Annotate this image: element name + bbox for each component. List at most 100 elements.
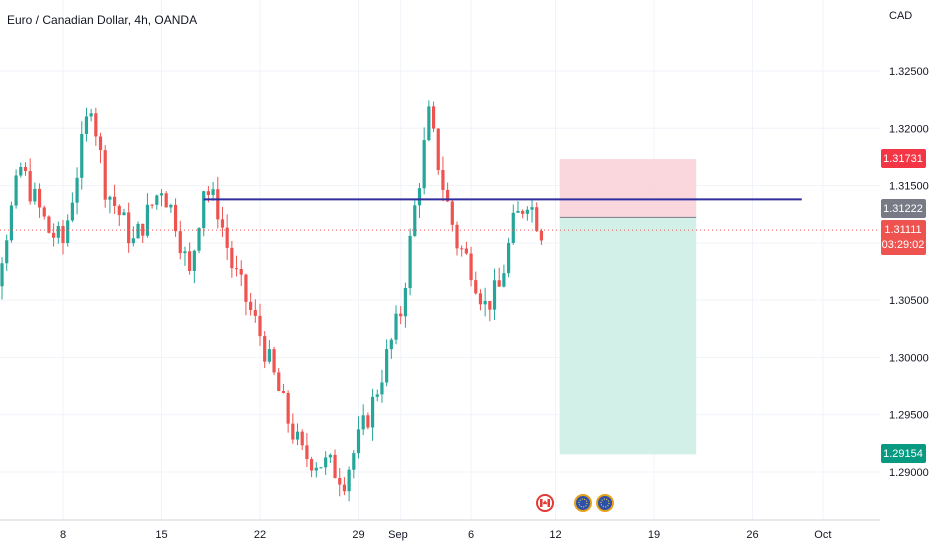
candle [511, 204, 515, 245]
candle [234, 255, 239, 277]
candle [192, 249, 196, 284]
candle [80, 121, 84, 190]
candle [122, 208, 126, 216]
candle [460, 245, 464, 257]
candle [155, 194, 159, 210]
candle [98, 132, 103, 164]
price-tick-label: 1.29500 [889, 410, 929, 422]
candle [497, 267, 501, 287]
candle [427, 100, 431, 142]
chart-title: Euro / Canadian Dollar, 4h, OANDA [7, 13, 197, 27]
candle [483, 287, 487, 317]
candle [202, 190, 206, 237]
candle [164, 191, 168, 208]
last-price-label: 1.31111 [884, 224, 921, 236]
candle [159, 189, 164, 207]
candle [319, 466, 323, 469]
candle [37, 183, 42, 218]
candle [464, 241, 468, 255]
candle [263, 331, 267, 369]
candle [136, 221, 140, 239]
candle [52, 223, 56, 247]
candle [417, 183, 422, 219]
candle [188, 242, 192, 275]
time-tick-label: Oct [814, 529, 831, 541]
target-price-label: 1.29154 [883, 448, 923, 460]
time-tick-label: 22 [254, 529, 266, 541]
candle [361, 404, 365, 436]
candle [366, 412, 370, 430]
candle [141, 223, 145, 244]
candle [450, 199, 454, 232]
time-tick-label: Sep [388, 529, 408, 541]
candle [178, 220, 182, 260]
candle [0, 257, 4, 300]
time-tick-label: 26 [746, 529, 758, 541]
candle [28, 158, 32, 205]
candle [253, 299, 257, 323]
candle [169, 203, 173, 213]
time-tick-label: 12 [549, 529, 561, 541]
target-price-badge: 1.29154 [881, 444, 926, 463]
candle [431, 101, 436, 133]
stop-price-label: 1.31731 [883, 153, 923, 165]
candle [42, 205, 46, 220]
candle [324, 451, 328, 475]
candle [267, 340, 271, 364]
price-tick-label: 1.32500 [889, 66, 929, 78]
price-tick-label: 1.30000 [889, 352, 929, 364]
candle [33, 182, 37, 205]
candle [408, 228, 412, 296]
last-price-badge: 1.31111 03:29:02 [881, 220, 926, 255]
time-tick-label: 8 [60, 529, 66, 541]
candle [61, 219, 65, 255]
candle [9, 201, 14, 243]
time-axis[interactable]: 8 15 22 29 Sep 6 12 19 26 Oct [60, 529, 831, 541]
candle-countdown: 03:29:02 [882, 239, 925, 251]
eu-flag-icon[interactable] [596, 494, 614, 512]
candle [14, 169, 18, 209]
candle [474, 271, 478, 295]
stop-loss-zone[interactable] [559, 159, 697, 218]
time-tick-label: 19 [648, 529, 660, 541]
candle [216, 176, 220, 229]
currency-label: CAD [889, 10, 912, 22]
candle [399, 306, 403, 325]
grid-lines [0, 0, 880, 520]
candle [127, 202, 131, 253]
candle [66, 214, 70, 247]
time-tick-label: 15 [155, 529, 167, 541]
candle [291, 413, 295, 444]
candle [342, 477, 347, 496]
candle [145, 193, 150, 238]
candle [277, 368, 281, 392]
candle [249, 292, 253, 316]
candle [314, 462, 318, 478]
price-axis[interactable]: CAD 1.32500 1.32000 1.31500 1.30500 1.30000 1… [889, 10, 929, 479]
price-tick-label: 1.30500 [889, 295, 929, 307]
candle [478, 289, 483, 311]
eu-flag-icon[interactable] [574, 494, 592, 512]
candle [112, 184, 117, 214]
take-profit-zone[interactable] [559, 217, 697, 455]
candle [525, 206, 529, 221]
candle [23, 162, 28, 176]
candle [389, 337, 393, 359]
candle [281, 383, 286, 394]
candle [183, 246, 187, 266]
entry-price-label: 1.31222 [883, 203, 923, 215]
candle [108, 195, 112, 214]
candle [502, 264, 506, 288]
candle [84, 107, 89, 142]
canada-flag-icon[interactable] [536, 494, 554, 512]
candle [19, 162, 23, 178]
candle [352, 449, 356, 479]
candle [356, 416, 361, 459]
time-tick-label: 29 [352, 529, 364, 541]
candle [47, 215, 51, 234]
candle [197, 227, 201, 254]
stop-price-badge: 1.31731 [881, 149, 926, 168]
price-tick-label: 1.31500 [889, 181, 929, 193]
